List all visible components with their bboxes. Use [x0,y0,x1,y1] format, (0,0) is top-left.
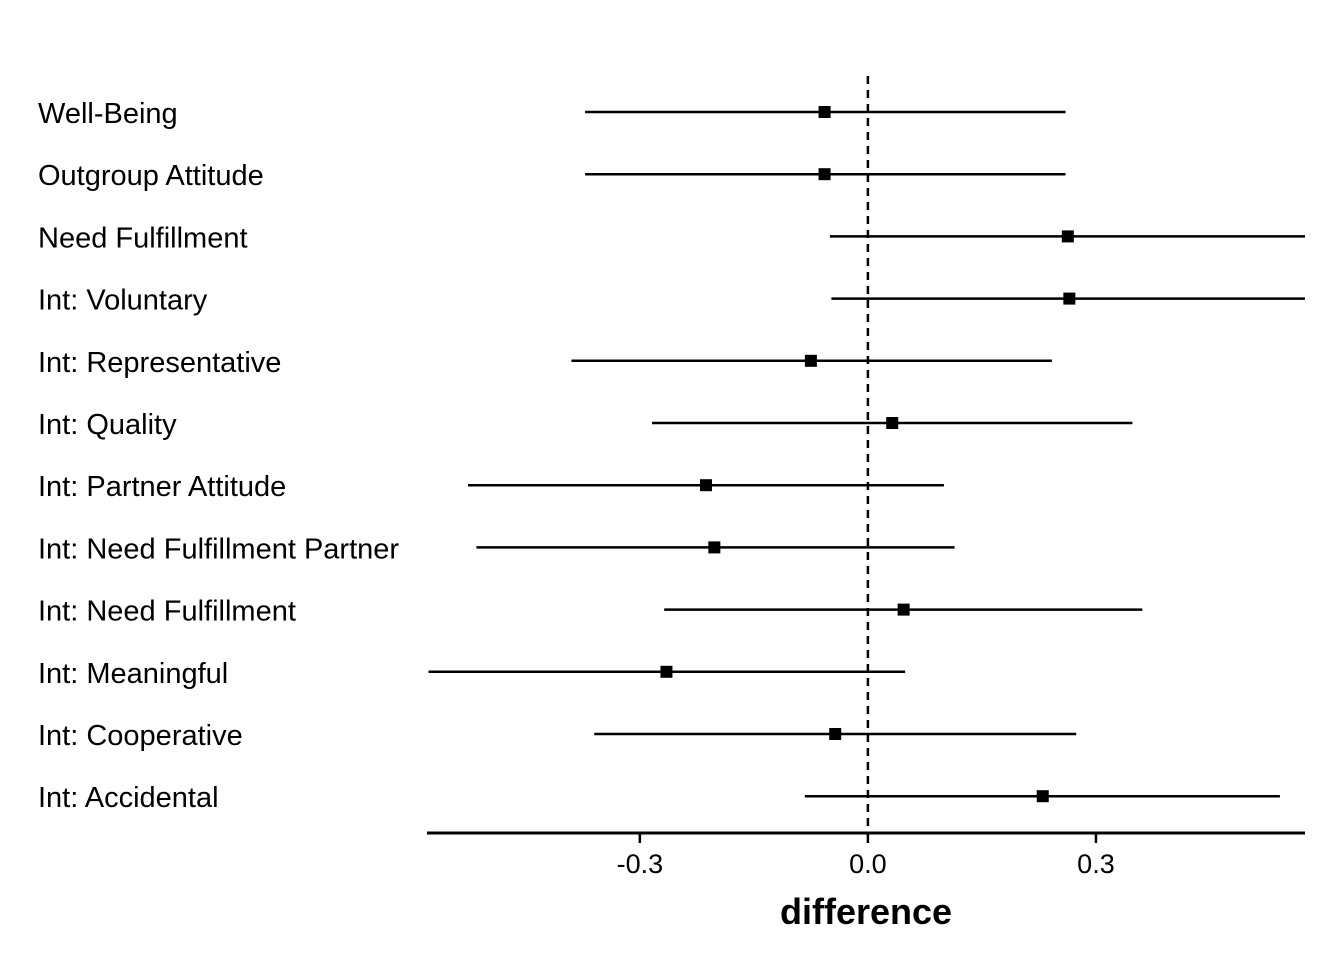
category-label: Need Fulfillment [38,222,248,254]
estimate-point [1063,292,1076,305]
forest-row: Well-Being [38,98,1066,130]
forest-row: Outgroup Attitude [38,160,1066,192]
category-label: Int: Voluntary [38,285,208,317]
forest-row: Int: Quality [38,409,1133,441]
category-label: Well-Being [38,98,178,130]
estimate-point [1061,230,1074,243]
category-label: Int: Meaningful [38,658,228,690]
forest-row: Int: Partner Attitude [38,471,944,503]
estimate-point [818,168,831,181]
category-label: Outgroup Attitude [38,160,264,192]
estimate-point [829,728,842,740]
forest-row: Int: Voluntary [38,285,1305,317]
estimate-point [660,665,673,678]
forest-row: Int: Need Fulfillment Partner [38,533,955,565]
x-axis-ticks: -0.3 0.0 0.3 [617,833,1115,879]
category-label: Int: Need Fulfillment Partner [38,533,399,565]
estimate-point [897,603,910,616]
forest-row: Need Fulfillment [38,222,1305,254]
category-label: Int: Partner Attitude [38,471,286,503]
estimate-point [699,479,712,492]
x-tick-label: -0.3 [617,849,664,879]
category-label: Int: Representative [38,347,281,379]
category-label: Int: Need Fulfillment [38,596,296,628]
category-label: Int: Quality [38,409,177,441]
forest-row: Int: Meaningful [38,658,906,690]
x-tick-label: 0.0 [849,849,887,879]
estimate-point [818,106,831,118]
category-label: Int: Accidental [38,782,219,814]
estimate-point [708,541,721,554]
estimate-point [1036,790,1049,803]
forest-row: Int: Cooperative [38,720,1077,752]
rows-group: Well-Being Outgroup Attitude Need Fulfillm… [38,98,1305,814]
x-tick-label: 0.3 [1077,849,1115,879]
category-label: Int: Cooperative [38,720,243,752]
forest-row: Int: Representative [38,347,1052,379]
forest-row: Int: Accidental [38,782,1280,814]
estimate-point [886,417,899,429]
x-axis-title: difference [780,891,952,932]
forest-row: Int: Need Fulfillment [38,596,1143,628]
estimate-point [804,354,817,367]
